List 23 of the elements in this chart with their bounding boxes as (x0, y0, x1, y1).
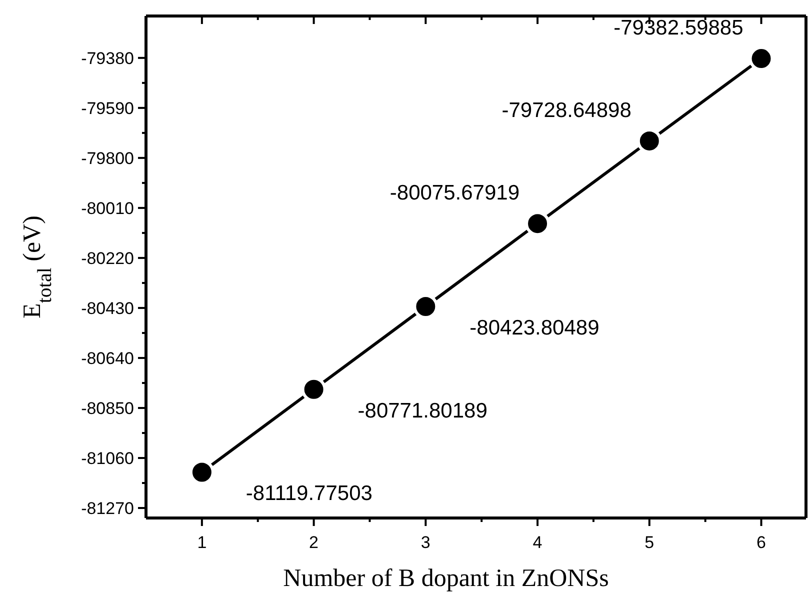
data-label: -80771.80189 (358, 399, 488, 422)
y-tick-label: -80640 (81, 348, 134, 368)
x-tick-label: 5 (644, 533, 654, 552)
x-axis-title: Number of B dopant in ZnONSs (283, 565, 609, 592)
x-tick-label: 6 (756, 533, 766, 552)
y-tick-label: -80430 (81, 298, 134, 318)
y-tick-label: -79590 (81, 98, 134, 118)
data-label: -80423.80489 (470, 316, 600, 340)
x-tick-label: 1 (197, 533, 207, 552)
data-label: -79382.59885 (614, 16, 744, 40)
y-tick-label: -81270 (81, 499, 134, 518)
x-tick-label: 3 (420, 533, 430, 552)
x-tick-label: 2 (309, 533, 319, 552)
y-tick-label: -81060 (81, 448, 134, 468)
y-tick-label: -80010 (81, 198, 134, 218)
data-label: -79728.64898 (502, 98, 632, 122)
x-tick-label: 4 (532, 533, 542, 552)
data-label: -81119.77503 (246, 482, 372, 506)
data-label: -80075.67919 (390, 182, 520, 205)
y-tick-label: -80850 (81, 398, 134, 418)
y-tick-label: -80220 (81, 248, 134, 268)
y-tick-label: -79800 (81, 148, 134, 168)
y-tick-label: -79380 (81, 48, 134, 68)
